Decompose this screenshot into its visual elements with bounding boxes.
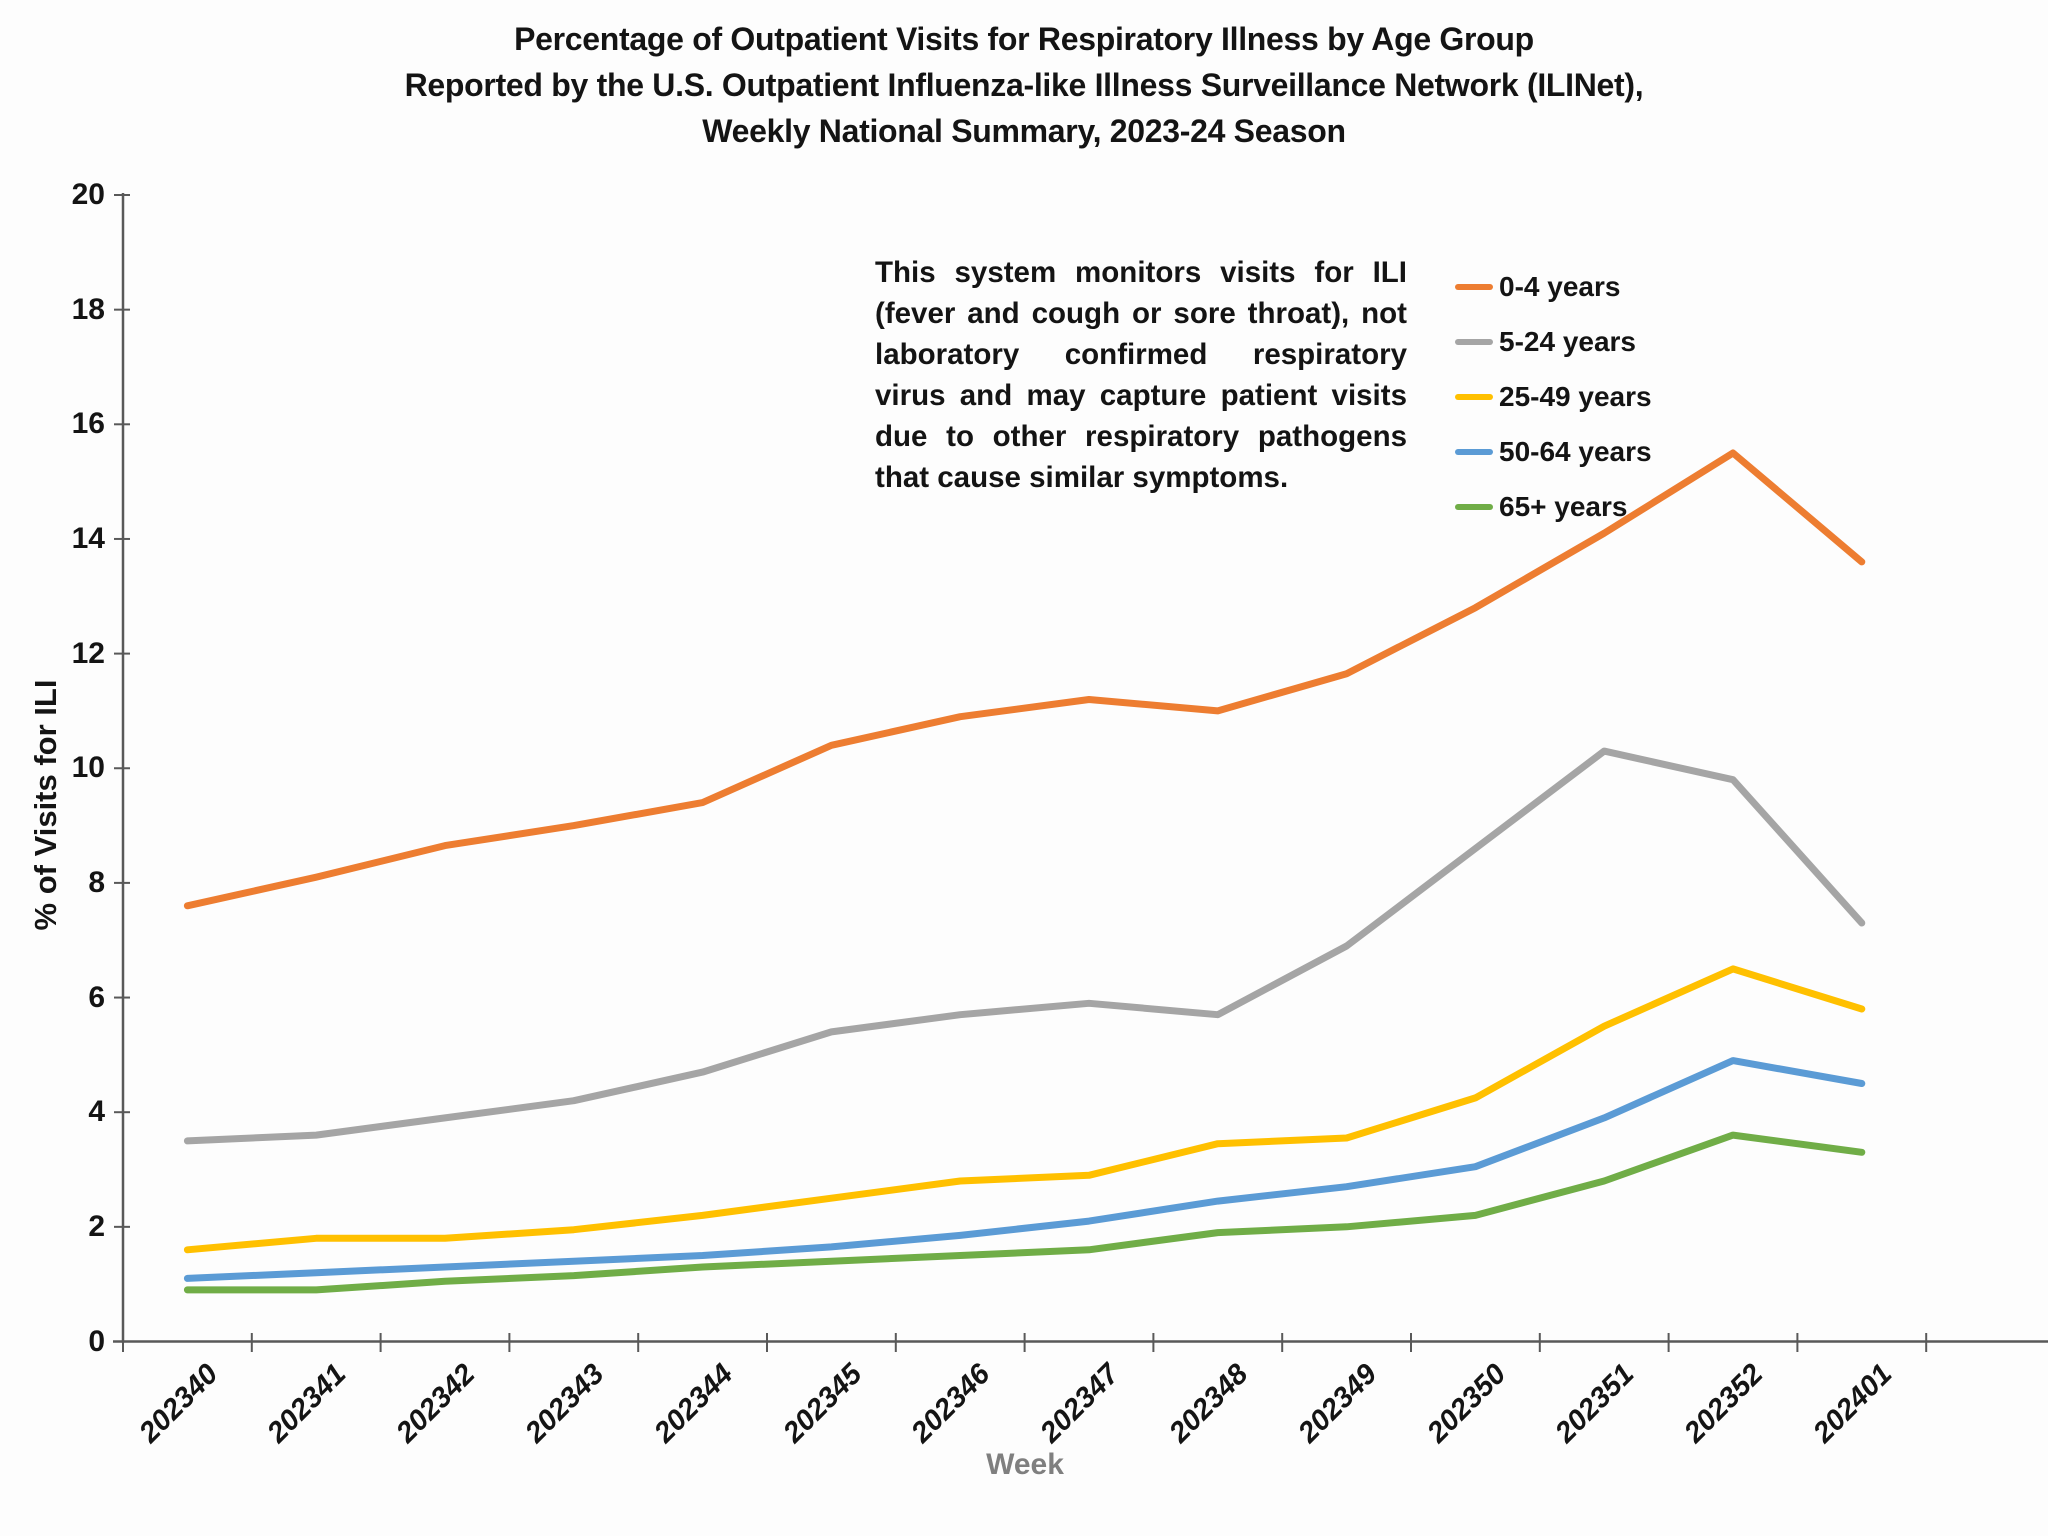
y-tick-label: 12 <box>71 636 105 670</box>
legend-item: 5-24 years <box>1455 326 1652 358</box>
series-line-50-64-years <box>183 1057 1866 1282</box>
legend-label: 50-64 years <box>1499 436 1652 467</box>
legend-swatch-icon <box>1455 504 1493 510</box>
legend-swatch-icon <box>1455 449 1493 455</box>
legend-label: 0-4 years <box>1499 271 1621 302</box>
legend-label: 5-24 years <box>1499 326 1637 357</box>
y-tick-label: 16 <box>71 407 105 441</box>
legend-label: 65+ years <box>1499 491 1628 522</box>
chart-title: Percentage of Outpatient Visits for Resp… <box>0 16 2048 154</box>
chart-title-line-1: Percentage of Outpatient Visits for Resp… <box>514 21 1534 57</box>
series-line-65-years <box>183 1131 1866 1294</box>
chart-title-line-3: Weekly National Summary, 2023-24 Season <box>702 113 1346 149</box>
y-tick-label: 8 <box>88 865 105 899</box>
x-axis-title: Week <box>986 1448 1064 1481</box>
y-tick-label: 10 <box>71 751 105 785</box>
series-line-5-24-years <box>183 747 1866 1145</box>
legend: 0-4 years 5-24 years 25-49 years 50-64 year… <box>1455 271 1652 546</box>
legend-swatch-icon <box>1455 394 1493 400</box>
legend-label: 25-49 years <box>1499 381 1652 412</box>
y-tick-label: 2 <box>88 1209 105 1243</box>
y-tick-label: 20 <box>71 178 105 211</box>
legend-item: 65+ years <box>1455 491 1652 523</box>
annotation-text: This system monitors visits for ILI (fev… <box>875 256 1407 494</box>
chart-title-line-2: Reported by the U.S. Outpatient Influenz… <box>404 67 1644 103</box>
legend-swatch-icon <box>1455 339 1493 345</box>
y-tick-label: 6 <box>88 980 105 1014</box>
series-line-0-4-years <box>183 449 1866 910</box>
legend-item: 0-4 years <box>1455 271 1652 303</box>
y-tick-label: 0 <box>88 1324 105 1358</box>
y-tick-label: 4 <box>88 1095 105 1129</box>
y-tick-label: 14 <box>71 521 105 555</box>
legend-item: 50-64 years <box>1455 436 1652 468</box>
y-tick-label: 18 <box>71 292 105 326</box>
legend-swatch-icon <box>1455 284 1493 290</box>
series-line-25-49-years <box>183 965 1866 1254</box>
y-axis-title: % of Visits for ILI <box>28 679 63 931</box>
legend-item: 25-49 years <box>1455 381 1652 413</box>
